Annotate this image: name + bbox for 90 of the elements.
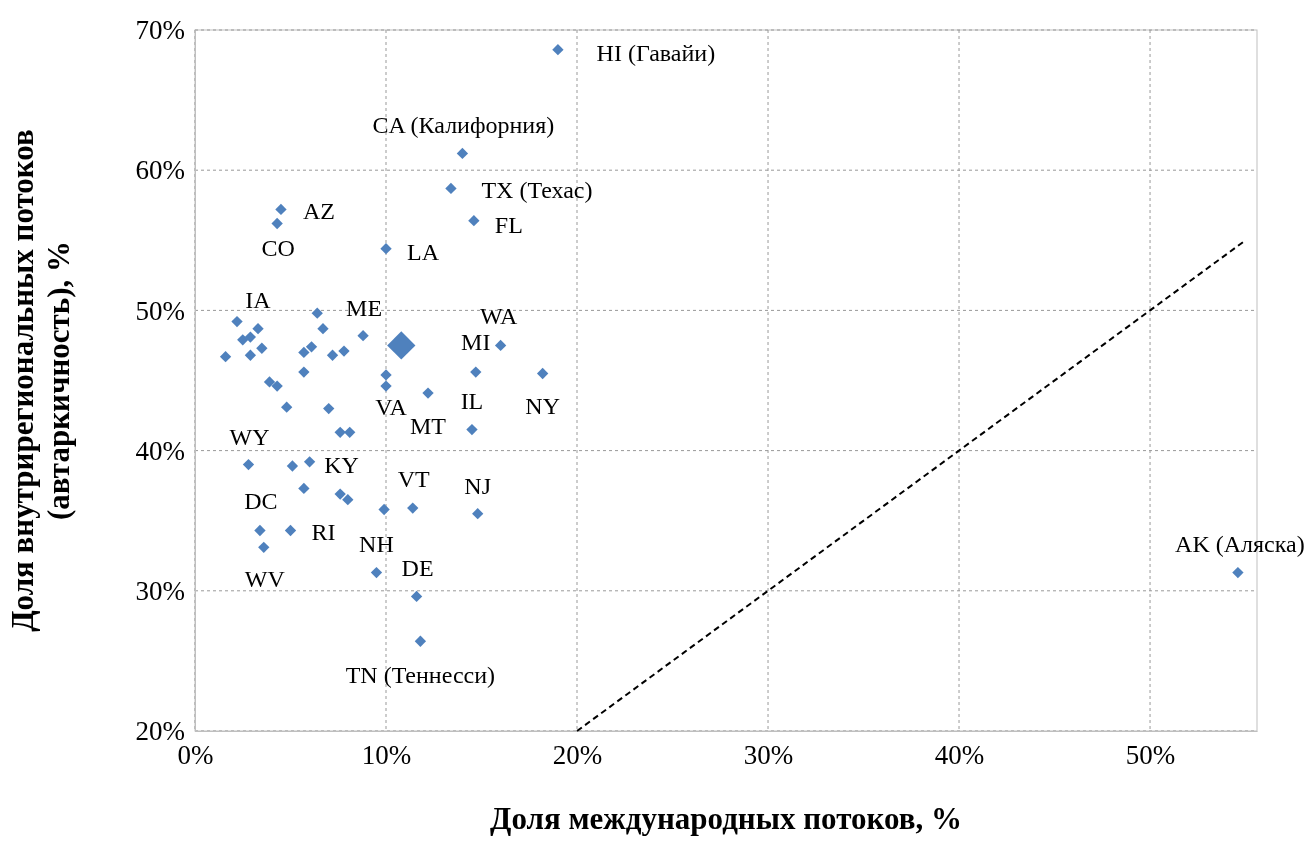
point <box>494 339 507 352</box>
y-tick-label: 30% <box>135 575 185 606</box>
point <box>254 524 266 537</box>
annotation: KY <box>324 451 359 478</box>
point <box>342 494 354 506</box>
point <box>472 508 484 520</box>
point <box>258 541 270 553</box>
annotation: CO <box>261 235 295 262</box>
annotation: TX (Техас) <box>481 177 593 204</box>
point <box>275 203 287 216</box>
point <box>445 182 457 195</box>
point <box>286 460 299 472</box>
annotation: NJ <box>464 472 492 499</box>
x-tick-label: 50% <box>1125 740 1176 771</box>
point <box>219 351 232 363</box>
point <box>407 502 419 514</box>
annotation: NH <box>359 530 394 557</box>
point <box>252 322 264 335</box>
point <box>284 524 297 537</box>
annotation: MT <box>410 413 447 440</box>
y-tick-label: 50% <box>135 295 185 326</box>
point <box>357 329 369 342</box>
annotation: AZ <box>302 198 335 225</box>
point <box>231 315 243 328</box>
point <box>1232 566 1244 579</box>
point <box>244 331 257 343</box>
annotation: LA <box>407 238 440 265</box>
annotation: VA <box>375 394 408 421</box>
annotation: WV <box>244 566 286 593</box>
annotation: WY <box>229 423 270 450</box>
point <box>410 590 423 603</box>
point <box>271 380 283 392</box>
point <box>298 346 310 359</box>
point <box>466 423 478 436</box>
x-tick-label: 40% <box>934 740 985 771</box>
point <box>334 426 346 439</box>
point <box>387 331 416 360</box>
annotation: NY <box>525 393 560 420</box>
point <box>378 503 390 516</box>
point <box>298 482 310 495</box>
point <box>303 456 316 468</box>
annotation: VT <box>397 466 431 493</box>
point <box>281 401 293 413</box>
point <box>470 366 482 378</box>
point <box>338 345 350 357</box>
point <box>456 147 469 160</box>
point <box>263 376 276 388</box>
point <box>256 342 268 354</box>
point <box>380 369 392 381</box>
annotation: IL <box>460 387 484 414</box>
annotation: DE <box>401 555 434 582</box>
point <box>536 367 549 380</box>
annotation: ME <box>346 294 383 321</box>
point <box>271 217 283 230</box>
annotation: TN (Теннесси) <box>345 662 496 689</box>
point <box>344 426 356 439</box>
x-tick-label: 10% <box>361 740 412 771</box>
point <box>242 458 255 471</box>
y-tick-label: 60% <box>135 155 185 186</box>
point <box>370 566 383 579</box>
point <box>244 349 257 361</box>
annotation: IA <box>245 286 272 313</box>
point <box>468 215 480 227</box>
point <box>237 334 249 346</box>
point <box>326 349 339 361</box>
annotation: FL <box>494 211 523 238</box>
x-tick-label: 20% <box>552 740 603 771</box>
point <box>380 243 392 255</box>
point <box>552 43 564 56</box>
annotation: AK (Аляска) <box>1175 530 1305 557</box>
annotation: HI (Гавайи) <box>596 39 716 66</box>
annotation: CA (Калифорния) <box>372 112 555 139</box>
point <box>334 488 346 500</box>
annotation: RI <box>311 518 336 545</box>
y-axis-title: Доля внутрирегиональных потоков (автаркичность), % <box>5 129 76 632</box>
annotation: DC <box>244 487 278 514</box>
point <box>422 387 434 399</box>
y-tick-label: 70% <box>135 15 185 46</box>
point <box>311 307 323 319</box>
point <box>305 341 318 353</box>
x-axis-title: Доля международных потоков, % <box>490 801 962 836</box>
point <box>298 366 310 378</box>
point <box>323 402 335 415</box>
annotation: WA <box>479 303 518 330</box>
point <box>317 322 329 335</box>
point <box>414 635 427 647</box>
point <box>380 380 392 392</box>
y-tick-label: 40% <box>135 435 185 466</box>
x-tick-label: 30% <box>743 740 794 771</box>
annotation: MI <box>461 329 491 356</box>
